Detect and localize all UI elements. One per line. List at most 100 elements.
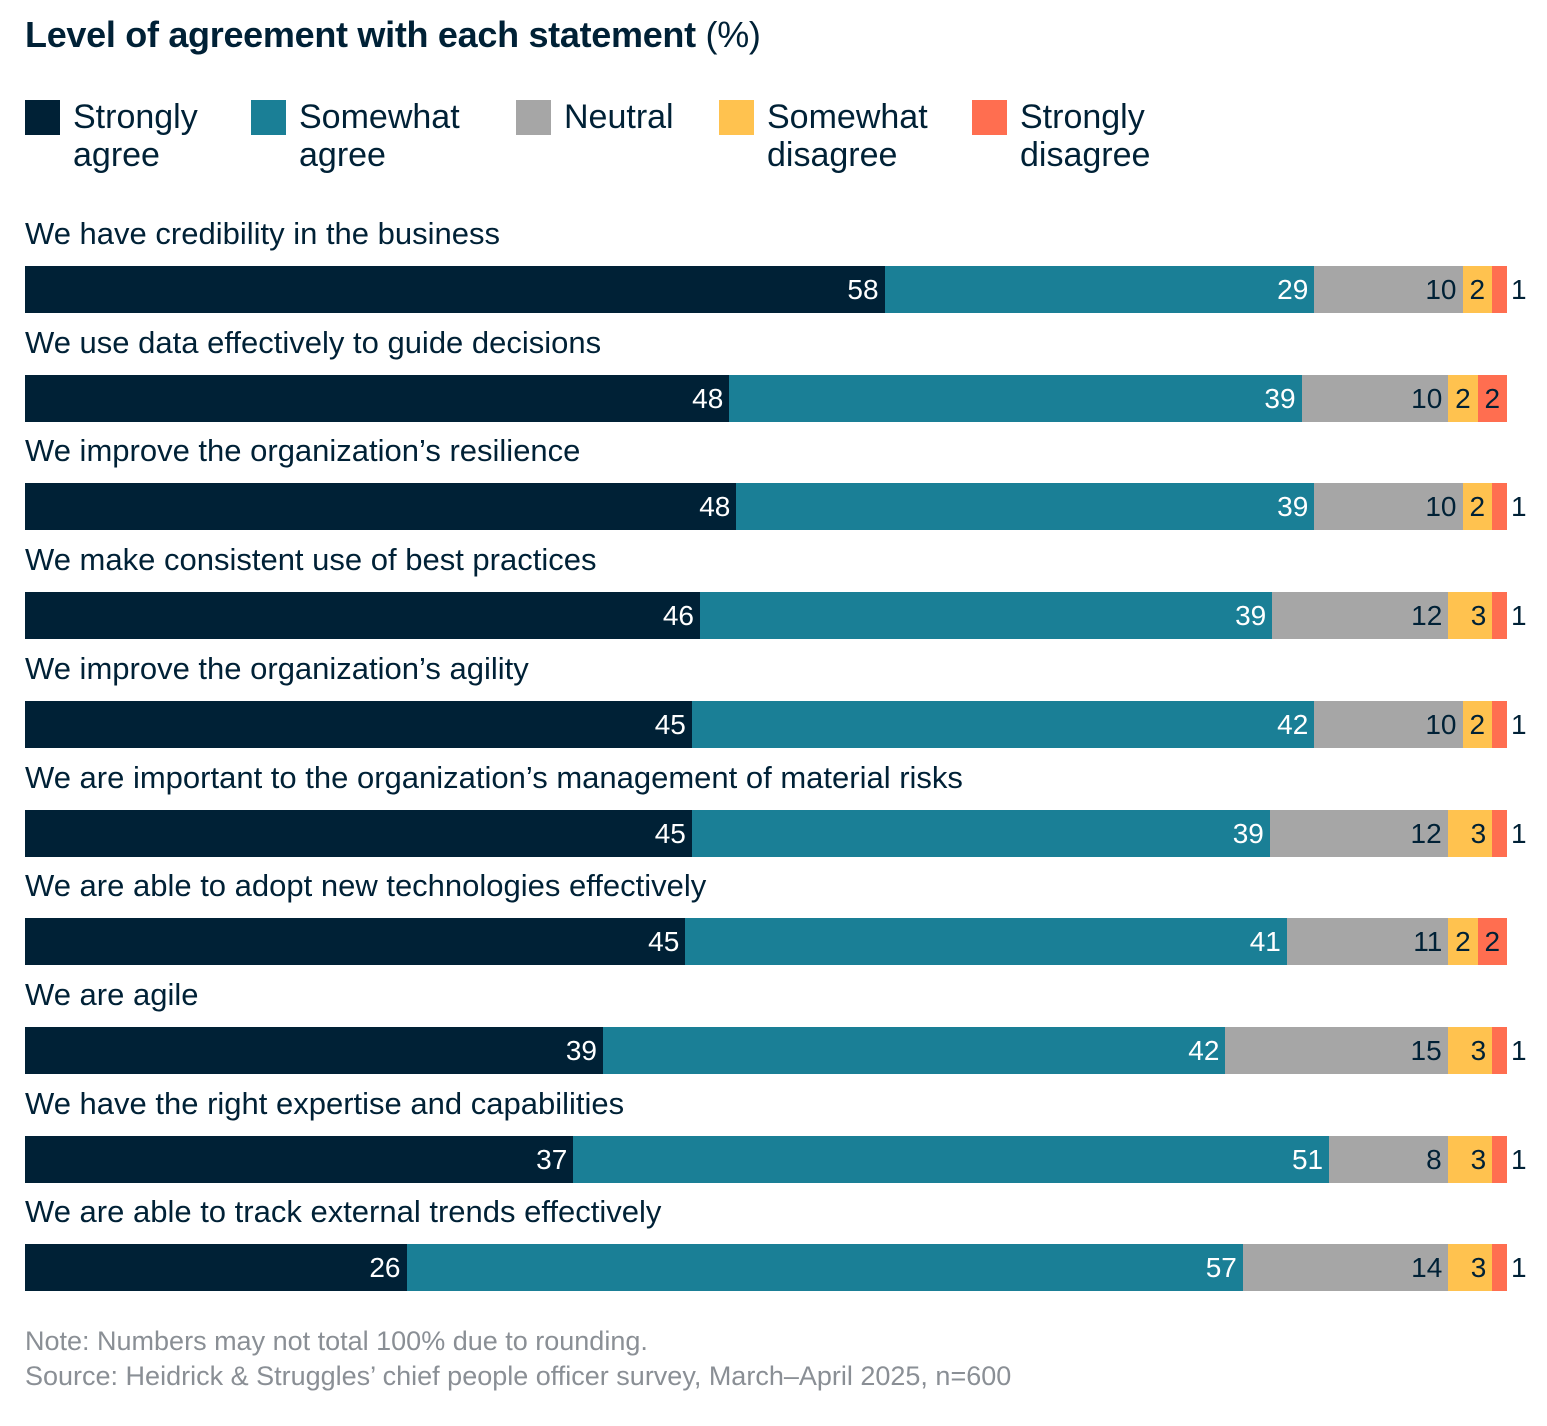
bar-segment bbox=[685, 918, 1287, 966]
bar-segment bbox=[25, 809, 692, 857]
data-label: 45 bbox=[654, 708, 686, 740]
data-label: 39 bbox=[1232, 817, 1264, 849]
legend-label: Somewhat disagree bbox=[767, 98, 928, 174]
data-label: 45 bbox=[654, 817, 686, 849]
data-label: 1 bbox=[1511, 600, 1527, 632]
data-label: 3 bbox=[1470, 1252, 1487, 1284]
data-label: 42 bbox=[1277, 708, 1309, 740]
data-label: 45 bbox=[648, 926, 680, 958]
data-label: 26 bbox=[369, 1252, 401, 1284]
legend-label: Strongly agree bbox=[73, 98, 198, 174]
legend-swatch bbox=[25, 100, 60, 135]
data-label: 11 bbox=[1413, 926, 1443, 958]
bar-segment bbox=[25, 266, 885, 313]
legend-label: Neutral bbox=[564, 98, 674, 136]
bar-segment bbox=[1448, 918, 1478, 966]
data-label: 39 bbox=[565, 1034, 597, 1066]
data-label: 1 bbox=[1511, 491, 1527, 523]
data-label: 12 bbox=[1411, 600, 1443, 632]
data-label: 2 bbox=[1469, 491, 1486, 523]
category-label: We are able to track external trends eff… bbox=[25, 1194, 662, 1230]
bar-segment bbox=[736, 483, 1315, 531]
bar-segment bbox=[1286, 918, 1449, 966]
bar-segment bbox=[1462, 700, 1493, 748]
category-label: We are agile bbox=[25, 976, 199, 1012]
data-label: 10 bbox=[1425, 708, 1457, 740]
bar-segment bbox=[25, 1026, 603, 1074]
data-label: 48 bbox=[699, 491, 731, 523]
bar-segment bbox=[1492, 266, 1507, 313]
data-label: 42 bbox=[1188, 1034, 1220, 1066]
data-label: 10 bbox=[1411, 382, 1443, 414]
data-label: 15 bbox=[1410, 1034, 1442, 1066]
data-label: 39 bbox=[1277, 491, 1309, 523]
bar-segment bbox=[1447, 1135, 1493, 1183]
data-label: 39 bbox=[1264, 382, 1296, 414]
category-label: We use data effectively to guide decisio… bbox=[25, 324, 602, 360]
chart-title: Level of agreement with each statement (… bbox=[25, 14, 761, 56]
data-label: 8 bbox=[1426, 1143, 1442, 1175]
data-label: 1 bbox=[1511, 274, 1527, 305]
data-label: 2 bbox=[1469, 274, 1486, 305]
data-label: 3 bbox=[1470, 600, 1487, 632]
bar-segment bbox=[1492, 592, 1507, 640]
legend-swatch bbox=[972, 100, 1007, 135]
data-label: 2 bbox=[1455, 382, 1471, 414]
bar-segment bbox=[406, 1244, 1243, 1292]
bar-segment bbox=[1225, 1026, 1448, 1074]
legend-swatch bbox=[516, 100, 551, 135]
data-label: 2 bbox=[1469, 708, 1486, 740]
bar-segment bbox=[25, 1244, 407, 1292]
data-label: 57 bbox=[1205, 1252, 1237, 1284]
category-label: We are important to the organization’s m… bbox=[25, 759, 963, 795]
bar-segment bbox=[729, 374, 1302, 422]
bar-segment bbox=[25, 592, 700, 640]
bar-segment bbox=[1269, 809, 1448, 857]
bar-segment bbox=[1272, 592, 1449, 640]
bar-segment bbox=[1448, 592, 1493, 640]
data-label: 3 bbox=[1470, 1143, 1487, 1175]
legend-swatch bbox=[251, 100, 286, 135]
bar-segment bbox=[1329, 1135, 1448, 1183]
bar-segment bbox=[1477, 918, 1507, 966]
legend-item: Strongly disagree bbox=[972, 98, 1200, 174]
data-label: 48 bbox=[692, 382, 724, 414]
data-label: 46 bbox=[662, 600, 694, 632]
category-label: We have the right expertise and capabili… bbox=[25, 1085, 625, 1121]
title-text: Level of agreement with each statement bbox=[25, 14, 696, 55]
bar-segment bbox=[602, 1026, 1226, 1074]
data-label: 10 bbox=[1425, 491, 1457, 523]
legend-item: Strongly agree bbox=[25, 98, 253, 174]
bar-segment bbox=[25, 483, 737, 531]
legend-label: Strongly disagree bbox=[1020, 98, 1151, 174]
data-label: 39 bbox=[1235, 600, 1267, 632]
data-label: 3 bbox=[1470, 1034, 1487, 1066]
data-label: 14 bbox=[1411, 1252, 1443, 1284]
bar-segment bbox=[1492, 1244, 1507, 1292]
bar-segment bbox=[25, 1135, 574, 1183]
data-label: 1 bbox=[1511, 1143, 1527, 1175]
bar-segment bbox=[1462, 266, 1493, 313]
data-label: 2 bbox=[1484, 926, 1501, 958]
data-label: 41 bbox=[1249, 926, 1281, 958]
bar-segment bbox=[1314, 700, 1463, 748]
bar-segment bbox=[573, 1135, 1330, 1183]
legend-item: Somewhat agree bbox=[251, 98, 479, 174]
bar-segment bbox=[691, 700, 1315, 748]
data-label: 1 bbox=[1511, 1034, 1527, 1066]
legend-swatch bbox=[719, 100, 754, 135]
bar-segment bbox=[1448, 374, 1478, 422]
data-label: 10 bbox=[1425, 274, 1457, 305]
bar-segment bbox=[1314, 266, 1463, 313]
category-label: We make consistent use of best practices bbox=[25, 542, 597, 578]
source: Source: Heidrick & Struggles’ chief peop… bbox=[25, 1361, 1012, 1391]
note: Note: Numbers may not total 100% due to … bbox=[25, 1326, 648, 1356]
data-label: 51 bbox=[1291, 1143, 1324, 1175]
data-label: 3 bbox=[1470, 817, 1487, 849]
bar-segment bbox=[1492, 809, 1507, 857]
category-label: We are able to adopt new technologies ef… bbox=[25, 868, 707, 904]
bar-segment bbox=[25, 374, 730, 422]
bar-segment bbox=[1447, 1026, 1493, 1074]
bar-segment bbox=[1462, 483, 1493, 531]
category-label: We improve the organization’s agility bbox=[25, 650, 529, 686]
